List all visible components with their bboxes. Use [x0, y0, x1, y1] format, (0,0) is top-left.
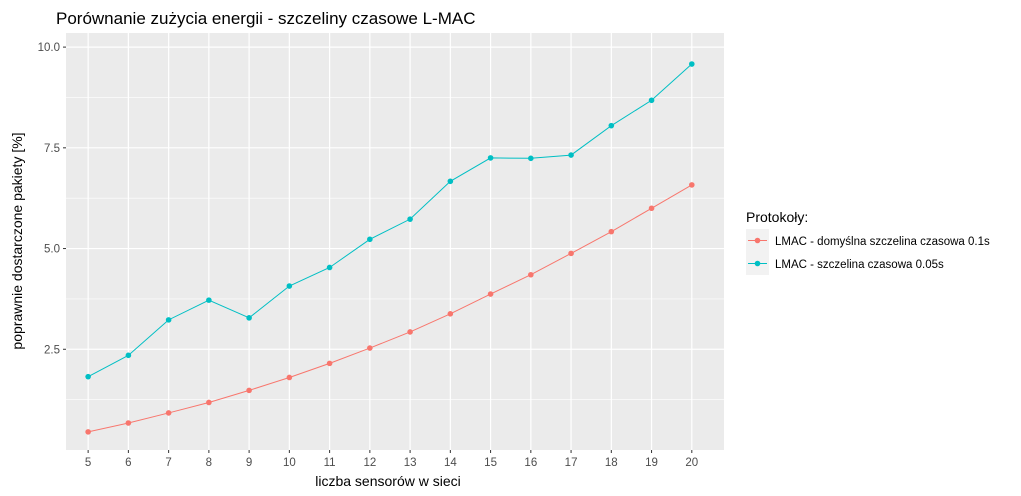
- data-point: [407, 216, 413, 222]
- data-point: [125, 420, 132, 426]
- x-axis: 5 6 7 8 9 10 11 12 13 14 15 16 17 18 19 20: [85, 450, 698, 469]
- data-point: [608, 122, 615, 129]
- x-tick-label: 17: [565, 457, 578, 469]
- x-axis-label: liczba sensorów w sieci: [315, 473, 461, 489]
- data-point: [286, 374, 293, 381]
- data-point: [85, 429, 91, 435]
- data-point: [487, 155, 494, 161]
- x-tick-label: 10: [283, 457, 296, 469]
- x-tick-label: 16: [524, 457, 537, 469]
- data-point: [125, 352, 132, 359]
- y-tick-label: 7.5: [44, 143, 60, 155]
- y-tick-label: 2.5: [44, 344, 60, 356]
- y-tick-label: 5.0: [44, 244, 60, 256]
- data-point: [326, 264, 333, 271]
- x-tick-label: 18: [605, 457, 618, 469]
- legend-key-point: [754, 237, 761, 244]
- data-point: [407, 329, 413, 335]
- data-point: [85, 373, 91, 380]
- x-tick-label: 12: [363, 457, 376, 469]
- data-point: [367, 236, 373, 243]
- x-tick-label: 5: [85, 457, 91, 469]
- data-point: [246, 387, 252, 394]
- x-tick-label: 20: [685, 457, 698, 469]
- x-tick-label: 7: [165, 457, 171, 469]
- x-tick-label: 11: [324, 457, 336, 469]
- data-point: [528, 155, 534, 162]
- data-point: [246, 315, 252, 321]
- legend-key-point: [754, 260, 761, 267]
- x-tick-label: 15: [484, 457, 497, 469]
- data-point: [447, 178, 454, 185]
- data-point: [447, 311, 454, 317]
- grid-major: [66, 33, 724, 450]
- series-layer: [85, 61, 695, 435]
- x-tick-label: 9: [246, 457, 252, 469]
- data-point: [326, 360, 333, 367]
- data-point: [487, 291, 494, 297]
- y-axis-label: poprawnie dostarczone pakiety [%]: [9, 132, 25, 349]
- data-point: [608, 228, 615, 235]
- data-point: [648, 205, 655, 212]
- data-point: [367, 345, 373, 351]
- data-point: [286, 283, 293, 289]
- data-point: [568, 152, 574, 158]
- chart-title: Porównanie zużycia energii - szczeliny c…: [56, 9, 476, 28]
- data-point: [528, 271, 534, 278]
- data-point: [648, 97, 655, 104]
- legend-entry-label: LMAC - szczelina czasowa 0.05s: [775, 259, 944, 271]
- series-line-1: [88, 184, 693, 433]
- x-tick-label: 14: [444, 457, 457, 469]
- y-axis: 2.5 5.0 7.5 10.0: [38, 42, 66, 356]
- data-point: [165, 317, 172, 323]
- data-point: [206, 297, 212, 303]
- plot-panel: [66, 33, 724, 450]
- legend: Protokoły: LMAC - domyślna szczelina cza…: [746, 209, 990, 275]
- grid-minor: [66, 97, 724, 400]
- data-point: [689, 61, 695, 67]
- legend-title: Protokoły:: [746, 209, 808, 225]
- x-tick-label: 13: [404, 457, 417, 469]
- legend-entry-label: LMAC - domyślna szczelina czasowa 0.1s: [775, 236, 990, 248]
- data-point: [206, 399, 212, 406]
- data-point: [568, 250, 574, 257]
- x-tick-label: 19: [645, 457, 658, 469]
- x-tick-label: 8: [206, 457, 212, 469]
- x-tick-label: 6: [125, 457, 131, 469]
- data-point: [689, 182, 695, 188]
- series-line-2: [87, 63, 693, 378]
- data-point: [165, 410, 172, 416]
- y-tick-label: 10.0: [38, 42, 60, 54]
